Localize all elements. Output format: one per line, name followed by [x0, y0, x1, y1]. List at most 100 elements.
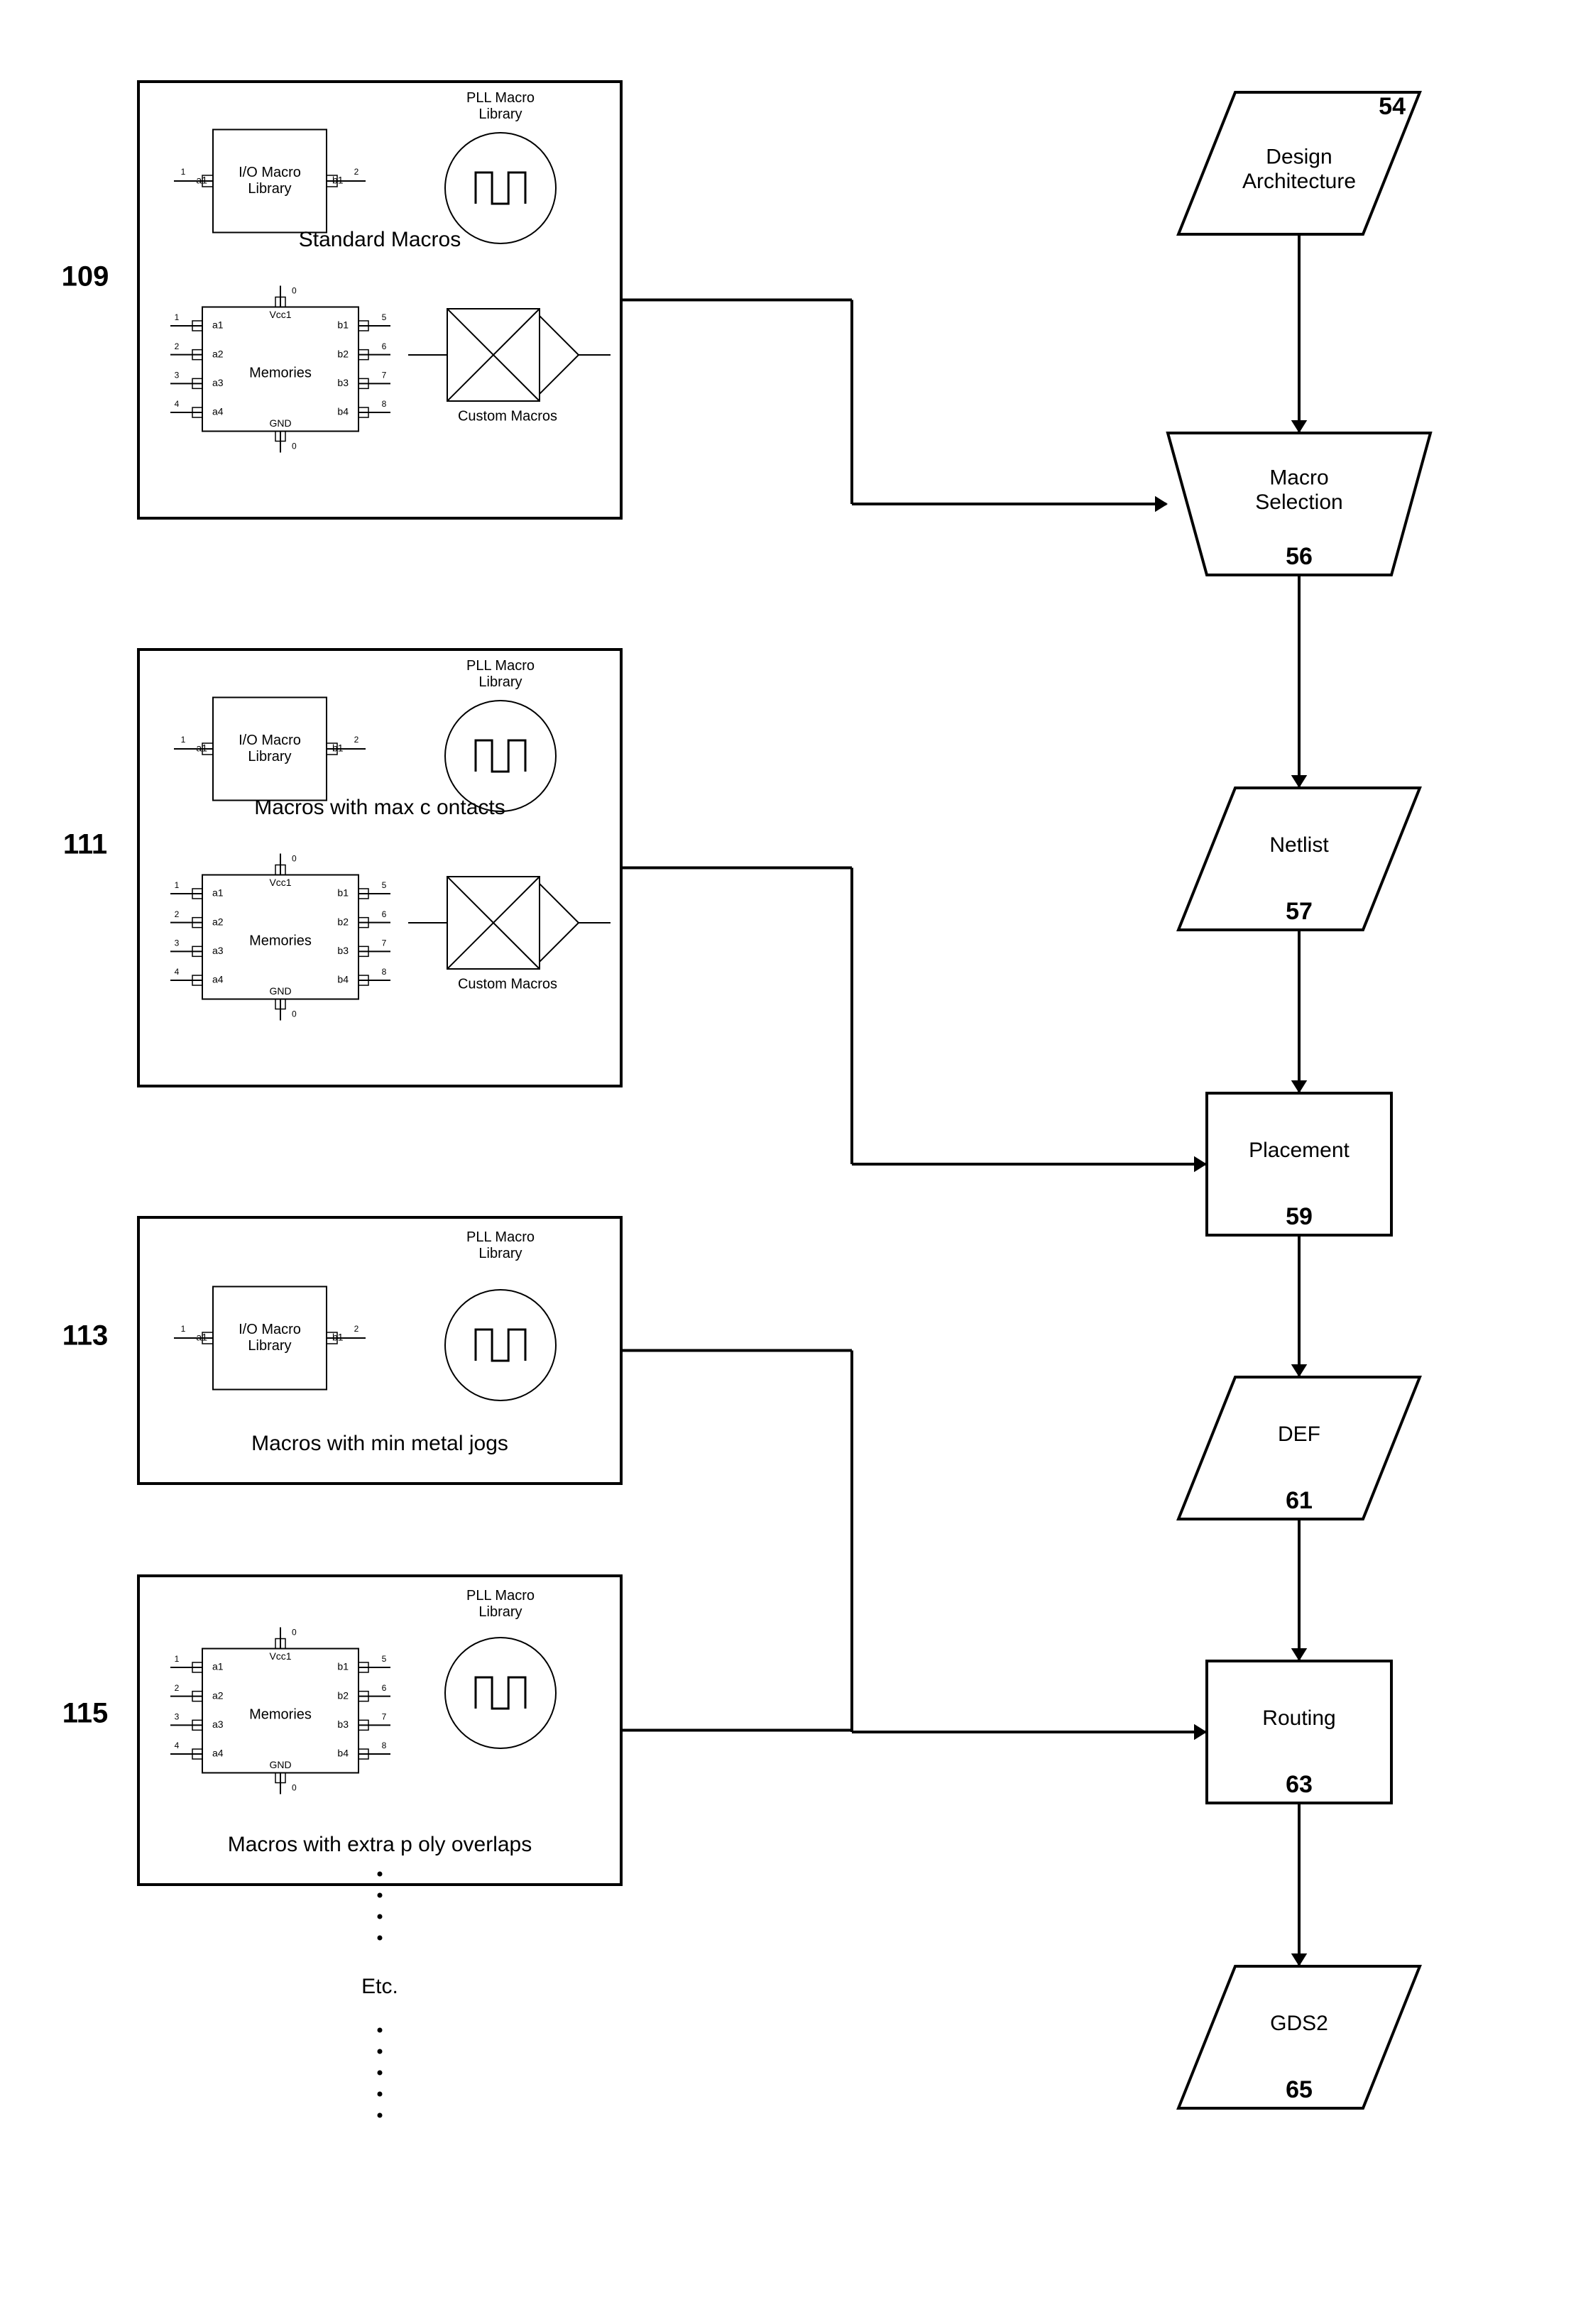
pll-label: PLL Macro	[466, 90, 535, 106]
etc-dot	[378, 2028, 383, 2033]
svg-text:7: 7	[382, 1712, 387, 1722]
svg-text:3: 3	[175, 371, 180, 380]
pll-waveform-icon	[476, 740, 525, 772]
flow-label-gds2: GDS2	[1270, 2012, 1328, 2035]
flow-label-macro_select: Macro	[1269, 466, 1328, 490]
svg-text:a1: a1	[196, 1332, 207, 1343]
svg-text:b1: b1	[332, 742, 344, 754]
svg-text:Vcc1: Vcc1	[269, 1650, 291, 1662]
etc-dot	[378, 1893, 383, 1898]
svg-text:a1: a1	[212, 887, 224, 899]
svg-text:a2: a2	[212, 348, 224, 359]
svg-text:0: 0	[292, 1628, 297, 1638]
flow-num-design_arch: 54	[1379, 93, 1406, 120]
memories-label: Memories	[249, 933, 312, 948]
arrow-head	[1155, 496, 1168, 513]
svg-text:8: 8	[382, 967, 387, 977]
io-macro-label: Library	[248, 1338, 291, 1354]
svg-text:b4: b4	[337, 1748, 349, 1759]
pll-circle	[445, 1638, 556, 1748]
arrow-head	[1291, 1953, 1308, 1966]
svg-text:5: 5	[382, 880, 387, 890]
pll-label: PLL Macro	[466, 658, 535, 674]
panel-index-p111: 111	[63, 828, 107, 860]
panel-title-p109: Standard Macros	[299, 228, 461, 251]
svg-text:2: 2	[175, 1683, 180, 1693]
flow-label-routing: Routing	[1262, 1706, 1335, 1730]
etc-dot	[378, 2071, 383, 2076]
svg-text:b3: b3	[337, 1719, 349, 1730]
svg-text:GND: GND	[269, 417, 291, 429]
pll-label: Library	[478, 106, 522, 122]
io-macro-label: I/O Macro	[239, 1322, 301, 1337]
pll-circle	[445, 133, 556, 243]
flow-label-macro_select: Selection	[1255, 490, 1342, 514]
svg-text:b2: b2	[337, 1689, 349, 1701]
svg-text:a1: a1	[196, 175, 207, 186]
svg-text:6: 6	[382, 1683, 387, 1693]
flow-num-netlist: 57	[1286, 898, 1313, 925]
svg-text:b3: b3	[337, 377, 349, 388]
pll-circle	[445, 1290, 556, 1401]
svg-text:a2: a2	[212, 1689, 224, 1701]
arrow-head	[1291, 775, 1308, 788]
pll-label: PLL Macro	[466, 1229, 535, 1245]
pll-label: Library	[478, 674, 522, 690]
svg-text:5: 5	[382, 312, 387, 322]
flow-num-routing: 63	[1286, 1771, 1313, 1798]
svg-text:1: 1	[181, 167, 186, 177]
svg-text:2: 2	[354, 735, 359, 745]
svg-text:GND: GND	[269, 985, 291, 997]
svg-text:b1: b1	[337, 319, 349, 331]
io-macro-label: Library	[248, 749, 291, 764]
flow-label-design_arch: Design	[1266, 146, 1332, 169]
pll-label: Library	[478, 1246, 522, 1261]
etc-dot	[378, 1914, 383, 1919]
svg-text:0: 0	[292, 1009, 297, 1019]
etc-label: Etc.	[361, 1975, 398, 1998]
svg-text:2: 2	[354, 1324, 359, 1334]
svg-text:3: 3	[175, 1712, 180, 1722]
etc-dot	[378, 1936, 383, 1941]
custom-macro-triangle	[540, 884, 579, 962]
svg-text:a4: a4	[212, 406, 224, 417]
flow-label-netlist: Netlist	[1269, 833, 1329, 857]
panel-title-p113: Macros with min metal jogs	[251, 1432, 508, 1455]
svg-text:b1: b1	[337, 887, 349, 899]
svg-text:b1: b1	[337, 1661, 349, 1672]
svg-text:6: 6	[382, 909, 387, 919]
svg-text:0: 0	[292, 442, 297, 451]
svg-text:a1: a1	[212, 1661, 224, 1672]
svg-text:6: 6	[382, 341, 387, 351]
svg-text:b2: b2	[337, 348, 349, 359]
svg-text:2: 2	[175, 341, 180, 351]
svg-text:0: 0	[292, 286, 297, 296]
svg-text:2: 2	[175, 909, 180, 919]
svg-text:a2: a2	[212, 916, 224, 927]
svg-text:4: 4	[175, 967, 180, 977]
custom-macro-label: Custom Macros	[458, 408, 557, 424]
svg-text:4: 4	[175, 399, 180, 409]
flow-label-design_arch: Architecture	[1242, 170, 1356, 193]
svg-text:a3: a3	[212, 1719, 224, 1730]
svg-text:GND: GND	[269, 1759, 291, 1770]
panel-index-p113: 113	[62, 1320, 109, 1351]
svg-text:b2: b2	[337, 916, 349, 927]
panel-title-p111: Macros with max c ontacts	[254, 796, 505, 819]
svg-text:1: 1	[181, 735, 186, 745]
svg-text:1: 1	[175, 1654, 180, 1664]
panel-index-p109: 109	[62, 261, 109, 292]
memories-label: Memories	[249, 365, 312, 380]
io-macro-label: I/O Macro	[239, 733, 301, 748]
svg-text:7: 7	[382, 938, 387, 948]
svg-text:0: 0	[292, 854, 297, 864]
svg-text:a3: a3	[212, 945, 224, 956]
flow-num-macro_select: 56	[1286, 543, 1313, 570]
svg-text:Vcc1: Vcc1	[269, 309, 291, 320]
pll-label: Library	[478, 1604, 522, 1620]
flow-label-placement: Placement	[1249, 1139, 1350, 1162]
svg-text:a4: a4	[212, 1748, 224, 1759]
svg-text:8: 8	[382, 1741, 387, 1750]
custom-macro-triangle	[540, 316, 579, 394]
svg-text:a4: a4	[212, 974, 224, 985]
